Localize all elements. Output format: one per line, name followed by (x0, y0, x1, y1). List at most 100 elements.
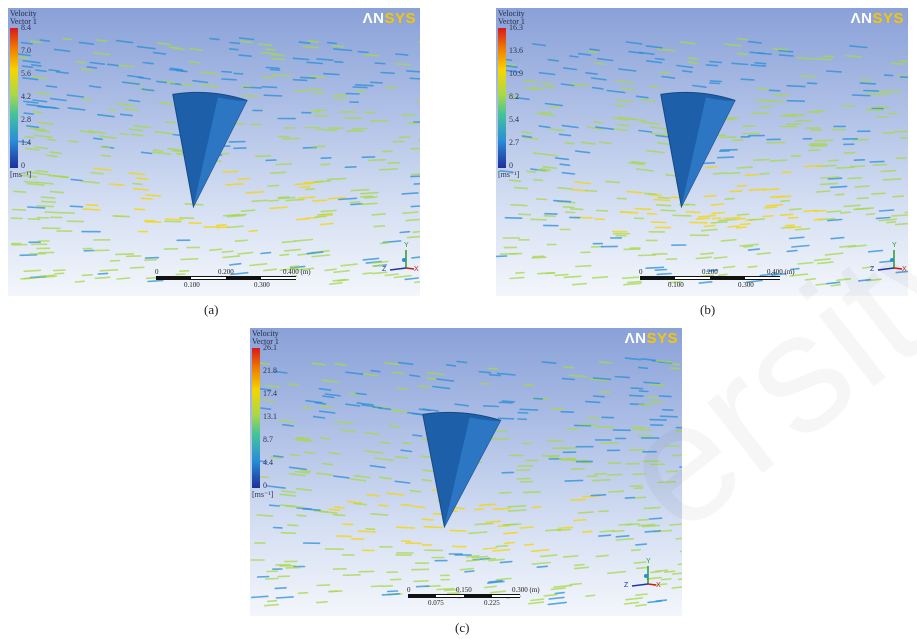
velocity-vector (585, 594, 596, 598)
velocity-vector (789, 273, 809, 277)
velocity-vector (321, 379, 339, 383)
legend-title-line2: Vector 1 (252, 337, 279, 346)
velocity-vector (119, 113, 133, 117)
velocity-vector (628, 394, 644, 397)
velocity-vector (145, 194, 162, 197)
velocity-vector (93, 137, 103, 141)
velocity-vector (687, 56, 698, 60)
axis-triad: Y Z X (380, 242, 420, 282)
velocity-vector (629, 484, 643, 488)
velocity-vector (504, 62, 516, 66)
velocity-vector (230, 271, 249, 276)
velocity-vector (606, 89, 626, 94)
velocity-vector (880, 169, 897, 173)
velocity-vector (779, 213, 794, 216)
velocity-vector (95, 39, 108, 43)
velocity-vector (278, 419, 296, 424)
velocity-vector (522, 79, 539, 84)
velocity-vector (637, 366, 649, 370)
velocity-vector (258, 43, 273, 47)
panel-caption: (c) (455, 620, 470, 635)
velocity-vector (266, 599, 278, 603)
cone-shading (193, 97, 247, 207)
velocity-vector (592, 121, 604, 124)
velocity-vector (286, 383, 299, 387)
velocity-vector (282, 423, 295, 427)
velocity-vector (507, 505, 527, 508)
velocity-vector (316, 213, 333, 216)
velocity-vector (66, 94, 85, 98)
velocity-vector (633, 561, 647, 564)
velocity-vector (661, 75, 676, 79)
velocity-vector (335, 535, 352, 538)
velocity-vector (631, 160, 647, 165)
velocity-vector (69, 205, 84, 208)
velocity-vector (528, 601, 545, 605)
velocity-vector (471, 555, 489, 559)
velocity-vector (497, 417, 515, 420)
velocity-vector (659, 415, 678, 418)
velocity-vector (560, 410, 575, 413)
ansys-logo: ΛNSYS (850, 10, 904, 27)
velocity-vector (557, 526, 574, 530)
velocity-vector (612, 128, 628, 132)
velocity-vector (404, 277, 420, 281)
velocity-vector (294, 89, 311, 92)
velocity-vector (38, 274, 56, 278)
velocity-vector (260, 407, 272, 410)
legend-color-bar (10, 28, 18, 168)
velocity-vector (562, 206, 575, 209)
velocity-vector (482, 405, 500, 408)
velocity-vector (711, 217, 722, 220)
velocity-vector (482, 547, 497, 550)
velocity-vector (269, 456, 282, 459)
velocity-vector (180, 258, 199, 261)
velocity-vector (333, 475, 350, 479)
legend-tick: 13.6 (509, 46, 523, 55)
velocity-vector (515, 96, 530, 101)
velocity-vector (748, 218, 766, 221)
velocity-vector (90, 171, 104, 175)
velocity-vector (645, 59, 663, 64)
velocity-vector (770, 272, 787, 277)
velocity-vector (334, 362, 348, 367)
velocity-vector (381, 592, 400, 596)
velocity-vector (545, 85, 556, 89)
legend-title-line2: Vector 1 (498, 17, 525, 26)
velocity-vector (54, 272, 65, 275)
velocity-vector (289, 265, 300, 268)
velocity-vector (856, 197, 870, 200)
velocity-vector (329, 590, 343, 593)
velocity-vector (651, 132, 670, 137)
velocity-vector (175, 69, 188, 73)
velocity-vector (736, 184, 747, 187)
velocity-vector (118, 64, 134, 68)
velocity-vector (872, 163, 888, 166)
axis-x-label: X (656, 582, 661, 589)
velocity-vector (374, 62, 386, 65)
velocity-vector (260, 251, 272, 255)
velocity-vector (799, 75, 816, 78)
velocity-vector (680, 41, 696, 45)
velocity-vector (507, 509, 527, 512)
velocity-vector (98, 135, 117, 139)
velocity-vector (718, 273, 728, 277)
velocity-vector (393, 274, 412, 279)
velocity-vector (265, 66, 280, 70)
scale-label: 0.400 (m) (767, 268, 795, 276)
scale-segment (492, 594, 520, 598)
velocity-vector (547, 58, 560, 62)
velocity-vector (826, 281, 841, 285)
velocity-vector (578, 52, 592, 56)
velocity-vector (277, 196, 296, 200)
velocity-vector (334, 420, 353, 425)
velocity-vector (464, 570, 475, 573)
velocity-vector (86, 65, 98, 69)
velocity-vector (32, 99, 48, 103)
velocity-vector (635, 566, 648, 570)
velocity-vector (711, 211, 725, 215)
velocity-vector (669, 367, 681, 370)
velocity-vector (279, 493, 297, 497)
velocity-vector (279, 267, 299, 272)
velocity-vector (829, 185, 848, 189)
